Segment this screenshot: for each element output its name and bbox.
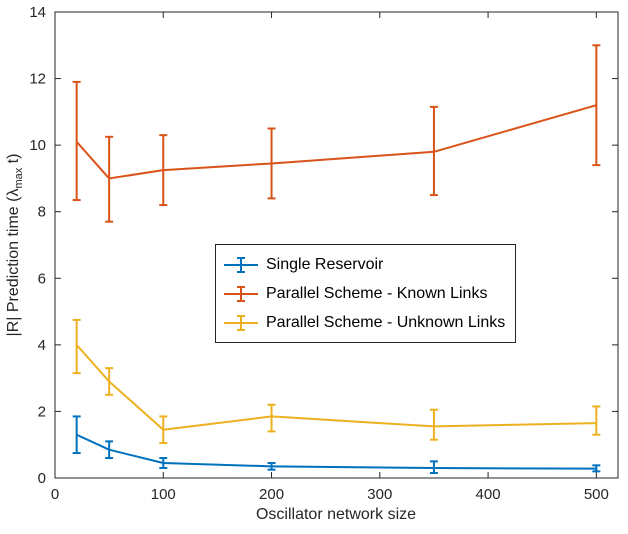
y-tick-label: 10 [29, 137, 46, 154]
errorbar-key-icon [224, 256, 258, 273]
x-axis-label: Oscillator network size [255, 506, 417, 523]
y-tick-label: 6 [38, 270, 46, 287]
x-tick-label: 500 [584, 486, 609, 503]
legend-label: Parallel Scheme - Known Links [266, 284, 488, 302]
x-tick-label: 300 [367, 486, 392, 503]
legend-label: Single Reservoir [266, 255, 384, 273]
series-0 [72, 415, 601, 475]
series-2 [72, 318, 601, 445]
x-tick-label: 200 [259, 486, 284, 503]
legend: Single Reservoir Parallel Scheme - Known… [215, 244, 517, 343]
legend-label: Parallel Scheme - Unknown Links [266, 313, 506, 331]
legend-item: Parallel Scheme - Known Links [224, 279, 505, 308]
y-axis-label: |R| Prediction time (λmax t) [5, 154, 25, 337]
y-axis-label-subscript: max [13, 167, 25, 189]
y-tick-label: 0 [38, 470, 46, 487]
y-tick-label: 4 [38, 337, 46, 354]
y-tick-label: 12 [29, 71, 46, 88]
x-tick-label: 100 [151, 486, 176, 503]
y-tick-label: 8 [38, 204, 46, 221]
legend-item: Parallel Scheme - Unknown Links [224, 308, 505, 337]
y-tick-label: 14 [29, 4, 46, 21]
x-tick-label: 400 [476, 486, 501, 503]
y-tick-label: 2 [38, 403, 46, 420]
errorbar-key-icon [224, 314, 258, 331]
errorbar-key-icon [224, 285, 258, 302]
y-axis-label-suffix: t) [5, 153, 22, 168]
x-tick-label: 0 [51, 486, 59, 503]
y-axis-label-text: |R| Prediction time (λ [5, 188, 22, 337]
series-1 [72, 44, 601, 223]
legend-item: Single Reservoir [224, 250, 505, 279]
